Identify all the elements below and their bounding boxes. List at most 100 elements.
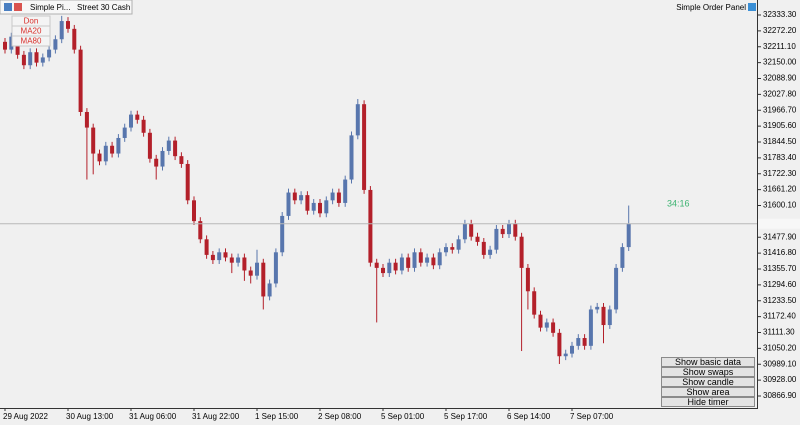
panel-button[interactable]: Show area xyxy=(661,387,755,397)
button-label: Show basic data xyxy=(675,357,741,367)
candle-body xyxy=(66,21,70,29)
candle-body xyxy=(406,257,411,268)
candle-body xyxy=(582,338,587,346)
panel-button[interactable]: Show basic data xyxy=(661,357,755,367)
candle-body xyxy=(122,127,127,138)
button-box xyxy=(661,377,755,387)
tab-box xyxy=(0,0,133,15)
candle-body xyxy=(267,283,272,297)
y-tick-label: 31111.30 xyxy=(763,328,795,337)
candle-body xyxy=(336,192,341,203)
candle-body xyxy=(103,145,108,162)
candle-body xyxy=(198,221,203,240)
button-box xyxy=(661,387,755,397)
candle-body xyxy=(147,132,152,159)
y-tick-label: 32150.00 xyxy=(763,58,797,67)
panel-button[interactable]: Show candle xyxy=(661,377,755,387)
candle-body xyxy=(28,52,33,66)
candle-body xyxy=(47,49,52,58)
candle-body xyxy=(399,257,404,271)
candle-body xyxy=(620,247,625,268)
candle-body xyxy=(204,239,209,255)
candle-body xyxy=(368,189,373,263)
candle-body xyxy=(286,192,291,216)
y-tick-label: 31050.20 xyxy=(763,343,797,352)
candle-body xyxy=(355,104,360,136)
candle-body xyxy=(324,200,329,214)
candle-body xyxy=(311,202,316,211)
y-tick-label: 31294.60 xyxy=(763,280,797,289)
candle-body xyxy=(601,306,606,326)
tab[interactable]: Simple Pi... Street 30 Cash xyxy=(0,0,133,15)
candle-body xyxy=(500,228,505,235)
candle-body xyxy=(488,249,493,255)
candle-body xyxy=(343,179,348,203)
x-tick-label: 1 Sep 15:00 xyxy=(255,412,299,421)
candle-body xyxy=(160,150,165,167)
candle-body xyxy=(179,156,184,164)
y-tick-label: 30928.00 xyxy=(763,375,797,384)
candle-body xyxy=(192,200,196,222)
candle-body xyxy=(135,114,140,120)
candle-body xyxy=(551,322,556,333)
x-tick-label: 7 Sep 07:00 xyxy=(570,412,614,421)
indicator-button[interactable]: MA20 xyxy=(11,25,51,37)
x-tick-label: 31 Aug 22:00 xyxy=(192,412,240,421)
button-label: Don xyxy=(24,17,39,26)
candle-timer: 34:16 xyxy=(667,198,690,208)
candle-body xyxy=(255,262,259,276)
panel-button[interactable]: Hide timer xyxy=(661,397,755,407)
candle-body xyxy=(21,54,26,66)
candle-body xyxy=(362,104,367,190)
symbol: Street 30 Cash xyxy=(77,3,130,12)
button-box xyxy=(661,357,755,367)
candle-body xyxy=(261,262,266,297)
indicator-button[interactable]: Don xyxy=(11,15,51,27)
button-label: MA20 xyxy=(21,27,42,36)
y-tick-label: 31966.70 xyxy=(763,105,797,114)
y-tick-label: 31844.50 xyxy=(763,137,797,146)
y-tick-label: 31172.40 xyxy=(763,312,796,321)
x-tick-label: 5 Sep 17:00 xyxy=(444,412,488,421)
candle-body xyxy=(431,257,436,266)
panel-button[interactable]: Show swaps xyxy=(661,367,755,377)
y-tick-label: 31416.80 xyxy=(763,248,797,257)
candle-body xyxy=(532,291,537,315)
candle-body xyxy=(229,257,234,263)
candle-body xyxy=(450,247,455,250)
candle-body xyxy=(273,252,278,284)
candle-body xyxy=(292,192,297,201)
candle-body xyxy=(236,257,241,263)
candle-body xyxy=(374,262,379,268)
y-tick-label: 31722.30 xyxy=(763,169,797,178)
candle-body xyxy=(607,309,612,326)
indicator-button[interactable]: MA80 xyxy=(11,35,51,47)
x-tick-label: 31 Aug 06:00 xyxy=(129,412,177,421)
y-tick-label: 31783.40 xyxy=(763,153,797,162)
button-label: Show candle xyxy=(682,377,734,387)
candle-body xyxy=(173,140,178,157)
candle-body xyxy=(475,236,480,242)
x-tick-label: 6 Sep 14:00 xyxy=(507,412,551,421)
candle-body xyxy=(437,252,442,266)
candle-body xyxy=(129,114,133,128)
y-tick-label: 32088.90 xyxy=(763,74,797,83)
x-tick-label: 2 Sep 08:00 xyxy=(318,412,362,421)
candle-body xyxy=(349,135,354,180)
candle-body xyxy=(614,267,619,310)
button-box xyxy=(661,367,755,377)
candle-body xyxy=(9,36,14,50)
y-tick-label: 31600.10 xyxy=(763,201,797,210)
candle-body xyxy=(223,252,228,258)
button-label: MA80 xyxy=(21,37,42,46)
y-tick-label: 31477.90 xyxy=(763,232,797,241)
y-tick-label: 31355.70 xyxy=(763,264,797,273)
candle-body xyxy=(544,322,549,328)
button-label: Show area xyxy=(686,387,729,397)
candle-body xyxy=(280,215,285,253)
candle-body xyxy=(387,262,392,274)
y-tick-label: 31661.20 xyxy=(763,185,797,194)
candle-body xyxy=(462,223,467,240)
candle-body xyxy=(84,111,89,128)
button-box xyxy=(11,35,51,47)
